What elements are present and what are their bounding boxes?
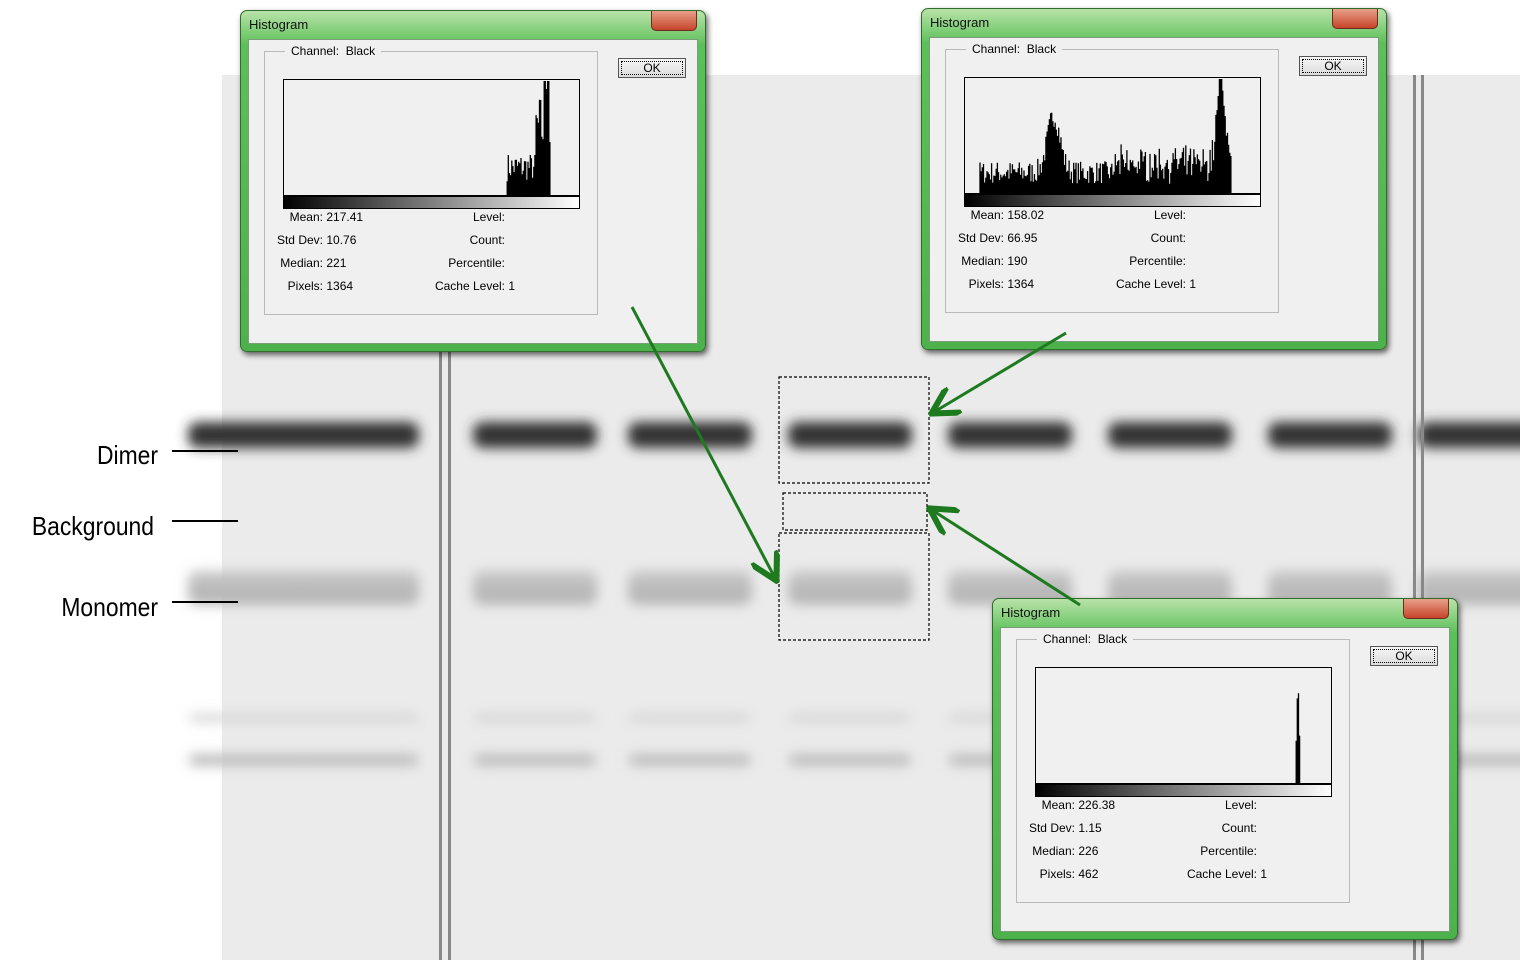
ok-button[interactable]: OK [618, 58, 686, 78]
channel-value: Black [1027, 42, 1056, 56]
label-monomer: Monomer [0, 592, 158, 623]
channel-label: Channel: [972, 42, 1020, 56]
channel-label: Channel: [291, 44, 339, 58]
stat-left: Std Dev: 10.76 [265, 233, 365, 247]
stat-label: Cache Level: [1157, 867, 1257, 881]
stat-value: 217.41 [326, 210, 363, 224]
stat-right: Percentile: [1086, 254, 1186, 268]
stat-left: Median: 226 [1017, 844, 1117, 858]
stat-right: Cache Level: 1 [1157, 867, 1267, 881]
stat-label: Count: [405, 233, 505, 247]
stat-label: Pixels: [1017, 867, 1075, 881]
stat-value: 462 [1078, 867, 1098, 881]
stat-value: 1364 [1007, 277, 1034, 291]
stat-right: Percentile: [1157, 844, 1257, 858]
histogram-plot [1035, 667, 1333, 799]
stat-label: Percentile: [1157, 844, 1257, 858]
stat-right: Cache Level: 1 [1086, 277, 1196, 291]
page: Dimer Background Monomer Histogram Channe… [0, 0, 1520, 960]
stat-right: Level: [1086, 208, 1186, 222]
label-background: Background [0, 511, 154, 542]
stat-left: Mean: 226.38 [1017, 798, 1117, 812]
stat-value: 226.38 [1078, 798, 1115, 812]
stat-left: Std Dev: 1.15 [1017, 821, 1117, 835]
dialog-title: Histogram [249, 17, 308, 32]
stat-label: Mean: [946, 208, 1004, 222]
stat-label: Level: [1086, 208, 1186, 222]
close-button[interactable] [651, 11, 697, 31]
ok-button[interactable]: OK [1299, 56, 1367, 76]
histogram-plot [283, 79, 581, 211]
stat-value: 1364 [326, 279, 353, 293]
stat-label: Count: [1086, 231, 1186, 245]
channel-caption: Channel: Black [966, 42, 1062, 56]
stat-value: 158.02 [1007, 208, 1044, 222]
ok-button[interactable]: OK [1370, 646, 1438, 666]
stat-label: Mean: [1017, 798, 1075, 812]
stat-label: Pixels: [946, 277, 1004, 291]
channel-value: Black [346, 44, 375, 58]
stat-label: Pixels: [265, 279, 323, 293]
stat-left: Pixels: 1364 [946, 277, 1046, 291]
stat-value: 221 [326, 256, 346, 270]
stat-value: 226 [1078, 844, 1098, 858]
histogram-plot [964, 77, 1262, 209]
stat-left: Pixels: 1364 [265, 279, 365, 293]
stat-left: Median: 221 [265, 256, 365, 270]
stat-left: Mean: 158.02 [946, 208, 1046, 222]
stat-left: Pixels: 462 [1017, 867, 1117, 881]
stat-value: 66.95 [1007, 231, 1037, 245]
stat-label: Median: [1017, 844, 1075, 858]
stat-value: 1 [508, 279, 515, 293]
stat-label: Cache Level: [1086, 277, 1186, 291]
stat-label: Std Dev: [946, 231, 1004, 245]
stat-value: 190 [1007, 254, 1027, 268]
stat-right: Level: [405, 210, 505, 224]
stat-left: Median: 190 [946, 254, 1046, 268]
dialog-title: Histogram [930, 15, 989, 30]
stat-value: 1.15 [1078, 821, 1101, 835]
stat-value: 1 [1189, 277, 1196, 291]
stat-label: Level: [405, 210, 505, 224]
stat-right: Percentile: [405, 256, 505, 270]
stat-label: Cache Level: [405, 279, 505, 293]
stat-right: Count: [1086, 231, 1186, 245]
stat-label: Median: [946, 254, 1004, 268]
stat-right: Count: [405, 233, 505, 247]
stat-value: 10.76 [326, 233, 356, 247]
channel-value: Black [1098, 632, 1127, 646]
close-button[interactable] [1332, 9, 1378, 29]
stat-label: Percentile: [1086, 254, 1186, 268]
stat-right: Level: [1157, 798, 1257, 812]
channel-caption: Channel: Black [285, 44, 381, 58]
stat-right: Cache Level: 1 [405, 279, 515, 293]
stat-left: Std Dev: 66.95 [946, 231, 1046, 245]
channel-label: Channel: [1043, 632, 1091, 646]
label-dimer: Dimer [0, 440, 158, 471]
close-button[interactable] [1403, 599, 1449, 619]
stat-label: Level: [1157, 798, 1257, 812]
stat-label: Median: [265, 256, 323, 270]
stat-value: 1 [1260, 867, 1267, 881]
stat-label: Std Dev: [1017, 821, 1075, 835]
stat-label: Mean: [265, 210, 323, 224]
stat-right: Count: [1157, 821, 1257, 835]
channel-caption: Channel: Black [1037, 632, 1133, 646]
stat-label: Std Dev: [265, 233, 323, 247]
dialog-title: Histogram [1001, 605, 1060, 620]
stat-label: Count: [1157, 821, 1257, 835]
stat-label: Percentile: [405, 256, 505, 270]
stat-left: Mean: 217.41 [265, 210, 365, 224]
